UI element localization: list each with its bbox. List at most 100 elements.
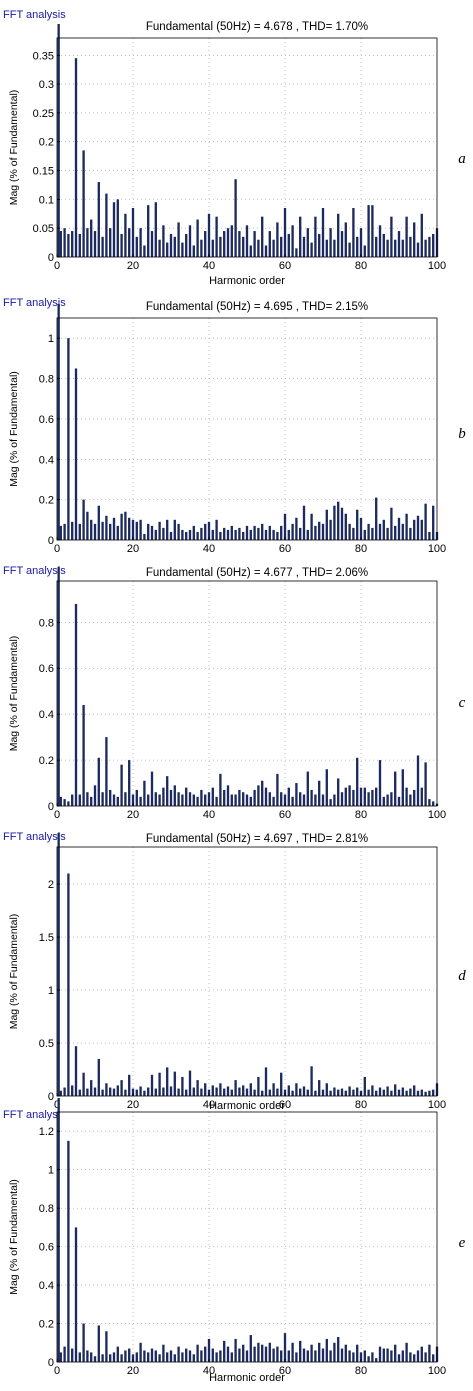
bar-h26	[154, 202, 157, 257]
bar-h35	[188, 792, 192, 806]
bar-h17	[120, 513, 123, 540]
bar-h21	[135, 236, 138, 257]
bar-h91	[401, 769, 404, 806]
bar-h32	[177, 1346, 180, 1362]
bar-h52	[253, 1346, 256, 1362]
bar-h92	[405, 787, 408, 806]
x-tick-label: 40	[203, 543, 215, 555]
bar-h18	[124, 1350, 127, 1362]
bar-h99	[432, 505, 435, 540]
bar-h5	[74, 1227, 78, 1362]
bar-h1	[59, 796, 62, 806]
bar-h54	[261, 523, 264, 540]
bar-h26	[154, 1350, 157, 1362]
bar-h34	[185, 1348, 188, 1362]
bar-h31	[173, 785, 176, 806]
bar-h38	[200, 789, 203, 806]
bar-h86	[382, 1348, 385, 1362]
bar-h92	[405, 216, 408, 257]
x-axis-label: Harmonic order	[209, 1372, 285, 1384]
y-tick-label: 1.5	[39, 932, 54, 944]
bar-h63	[295, 248, 298, 257]
x-tick-label: 60	[279, 809, 291, 821]
bar-h51	[249, 245, 252, 257]
bar-h84	[375, 1090, 378, 1096]
bar-h74	[337, 778, 340, 806]
bar-h96	[420, 1346, 423, 1362]
bar-h2	[63, 1087, 66, 1096]
bar-h7	[82, 704, 85, 806]
bar-h64	[299, 792, 302, 806]
bar-h56	[268, 1342, 271, 1362]
bar-h44	[223, 789, 226, 806]
bar-h66	[306, 1350, 309, 1362]
bar-h70	[321, 208, 325, 257]
bar-h51	[249, 1083, 252, 1096]
bar-h77	[348, 1086, 351, 1096]
bar-h1	[59, 1352, 62, 1362]
x-tick-label: 80	[355, 543, 367, 555]
bar-h15	[112, 517, 116, 540]
x-tick-label: 60	[279, 1365, 291, 1377]
bar-h43	[219, 1083, 222, 1096]
bar-h85	[378, 225, 382, 257]
bar-h99	[432, 1354, 435, 1362]
bar-h20	[131, 1354, 135, 1362]
bar-h68	[314, 794, 317, 806]
bar-h87	[386, 1086, 389, 1096]
bar-h32	[177, 523, 180, 540]
bar-h26	[154, 529, 157, 540]
bar-h36	[192, 1354, 195, 1362]
bar-h38	[200, 1350, 203, 1362]
bar-h69	[318, 521, 321, 540]
bar-h90	[397, 231, 401, 257]
bar-h13	[105, 515, 108, 540]
bar-h35	[188, 1350, 192, 1362]
bar-h11	[97, 182, 100, 257]
bar-h22	[139, 1342, 142, 1362]
bar-h59	[280, 1350, 283, 1362]
bar-h82	[367, 792, 370, 806]
bar-h39	[204, 1083, 207, 1096]
bar-h64	[299, 216, 302, 257]
bar-h32	[177, 792, 180, 806]
bar-h90	[397, 517, 401, 540]
bar-h7	[82, 499, 85, 540]
bar-h37	[196, 1344, 199, 1362]
bar-h40	[207, 1338, 211, 1362]
bar-h66	[306, 1089, 309, 1096]
bar-h52	[253, 789, 256, 806]
bar-h55	[264, 1346, 268, 1362]
bar-h61	[287, 1085, 290, 1096]
bar-h63	[295, 1083, 298, 1096]
bar-h86	[382, 1089, 385, 1096]
bar-h47	[234, 529, 237, 540]
y-tick-label: 0	[48, 1091, 54, 1103]
bar-h5	[74, 368, 78, 540]
chart-title: Fundamental (50Hz) = 4.697 , THD= 2.81%	[146, 833, 368, 845]
x-tick-label: 0	[54, 543, 60, 555]
chart-title: Fundamental (50Hz) = 4.677 , THD= 2.06%	[146, 567, 368, 579]
panel-label: d	[458, 968, 466, 984]
bar-h23	[143, 1090, 146, 1096]
bar-h19	[128, 517, 131, 540]
bar-h33	[181, 794, 184, 806]
x-tick-label: 0	[54, 809, 60, 821]
bar-h7	[82, 1323, 85, 1362]
bar-h70	[321, 1348, 325, 1362]
bar-h31	[173, 236, 176, 257]
bar-h29	[166, 1067, 169, 1096]
bar-h71	[325, 769, 328, 806]
bar-h33	[181, 529, 184, 540]
bar-h94	[413, 1354, 416, 1362]
axes-frame	[56, 1111, 438, 1363]
bar-h95	[416, 515, 420, 540]
bar-h88	[390, 507, 393, 540]
bar-h88	[390, 1350, 393, 1362]
bar-h50	[245, 1088, 249, 1096]
bar-h65	[302, 236, 306, 257]
bar-h12	[101, 521, 104, 540]
bar-h85	[378, 523, 382, 540]
bar-h15	[112, 1088, 116, 1096]
bar-h59	[280, 236, 283, 257]
